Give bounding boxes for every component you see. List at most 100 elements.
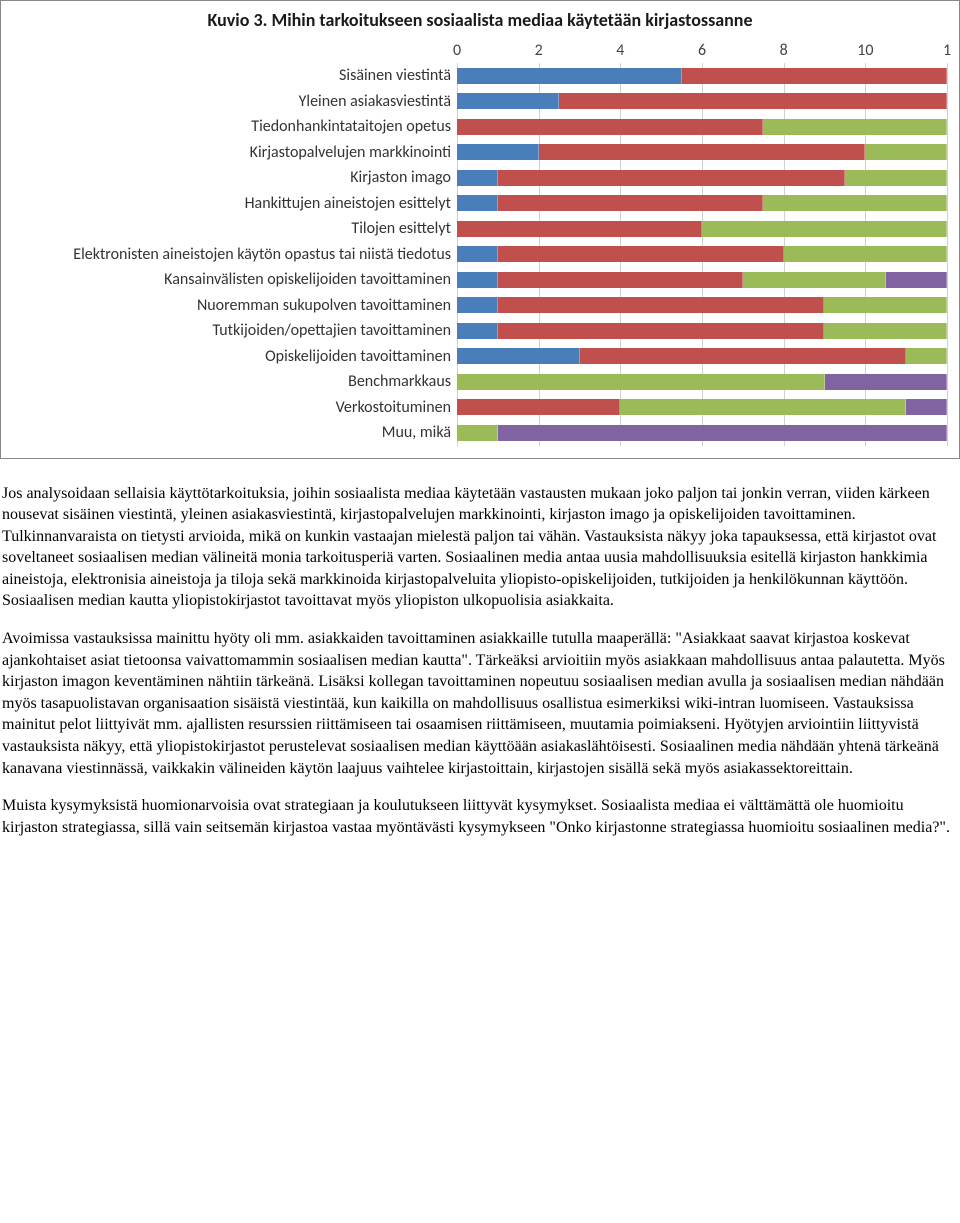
- bar-segment: [457, 246, 498, 262]
- bar-segment: [498, 195, 763, 211]
- category-label: Sisäinen viestintä: [13, 66, 457, 85]
- bar-area: [457, 142, 947, 162]
- bar-segment: [906, 399, 947, 415]
- category-label: Yleinen asiakasviestintä: [13, 92, 457, 111]
- bar-area: [457, 295, 947, 315]
- bar-segment: [784, 246, 947, 262]
- x-tick: 2: [535, 41, 543, 60]
- bar-stack: [457, 93, 947, 109]
- bar-segment: [825, 374, 948, 390]
- category-label: Kansainvälisten opiskelijoiden tavoittam…: [13, 270, 457, 289]
- bar-segment: [457, 93, 559, 109]
- bar-segment: [498, 272, 743, 288]
- bar-segment: [620, 399, 906, 415]
- bar-segment: [498, 170, 845, 186]
- paragraph-2: Avoimissa vastauksissa mainittu hyöty ol…: [2, 628, 958, 779]
- category-label: Elektronisten aineistojen käytön opastus…: [13, 245, 457, 264]
- bar-stack: [457, 323, 947, 339]
- x-axis: 02468101: [457, 41, 947, 63]
- bar-area: [457, 346, 947, 366]
- bar-segment: [865, 144, 947, 160]
- bar-area: [457, 270, 947, 290]
- x-tick: 1: [943, 41, 951, 60]
- bar-area: [457, 66, 947, 86]
- chart-row: Hankittujen aineistojen esittelyt: [13, 191, 947, 217]
- chart-row: Kirjaston imago: [13, 165, 947, 191]
- chart-row: Yleinen asiakasviestintä: [13, 89, 947, 115]
- bar-stack: [457, 221, 947, 237]
- chart-row: Kansainvälisten opiskelijoiden tavoittam…: [13, 267, 947, 293]
- bar-segment: [457, 348, 580, 364]
- bar-segment: [824, 323, 947, 339]
- bar-segment: [457, 323, 498, 339]
- bar-stack: [457, 399, 947, 415]
- x-tick: 4: [616, 41, 624, 60]
- bar-segment: [702, 221, 947, 237]
- bar-segment: [457, 272, 498, 288]
- bar-segment: [824, 297, 947, 313]
- bar-area: [457, 321, 947, 341]
- bar-stack: [457, 297, 947, 313]
- body-text: Jos analysoidaan sellaisia käyttötarkoit…: [0, 483, 960, 839]
- bar-segment: [457, 399, 620, 415]
- bar-stack: [457, 119, 947, 135]
- bar-stack: [457, 374, 947, 390]
- bar-stack: [457, 195, 947, 211]
- bar-segment: [763, 195, 947, 211]
- paragraph-3: Muista kysymyksistä huomionarvoisia ovat…: [2, 795, 958, 838]
- chart-row: Nuoremman sukupolven tavoittaminen: [13, 293, 947, 319]
- bar-segment: [498, 246, 784, 262]
- chart-row: Sisäinen viestintä: [13, 63, 947, 89]
- category-label: Benchmarkkaus: [13, 372, 457, 391]
- paragraph-1: Jos analysoidaan sellaisia käyttötarkoit…: [2, 483, 958, 613]
- chart-row: Tutkijoiden/opettajien tavoittaminen: [13, 318, 947, 344]
- bar-area: [457, 168, 947, 188]
- bar-segment: [498, 323, 825, 339]
- bar-area: [457, 397, 947, 417]
- bar-segment: [457, 68, 682, 84]
- bar-segment: [763, 119, 947, 135]
- category-label: Kirjastopalvelujen markkinointi: [13, 143, 457, 162]
- bar-stack: [457, 144, 947, 160]
- gridline: [947, 63, 948, 446]
- bar-area: [457, 91, 947, 111]
- chart-row: Benchmarkkaus: [13, 369, 947, 395]
- bar-segment: [457, 374, 825, 390]
- bar-area: [457, 423, 947, 443]
- category-label: Verkostoituminen: [13, 398, 457, 417]
- bar-segment: [580, 348, 907, 364]
- category-label: Tilojen esittelyt: [13, 219, 457, 238]
- bar-segment: [682, 68, 947, 84]
- category-label: Hankittujen aineistojen esittelyt: [13, 194, 457, 213]
- bar-segment: [886, 272, 947, 288]
- chart-row: Opiskelijoiden tavoittaminen: [13, 344, 947, 370]
- plot-area: Sisäinen viestintä Yleinen asiakasviestin…: [13, 63, 947, 446]
- x-tick: 6: [698, 41, 706, 60]
- x-tick: 0: [453, 41, 461, 60]
- bar-area: [457, 219, 947, 239]
- chart-row: Elektronisten aineistojen käytön opastus…: [13, 242, 947, 268]
- bar-stack: [457, 272, 947, 288]
- bar-segment: [457, 297, 498, 313]
- bar-segment: [498, 425, 947, 441]
- bar-stack: [457, 68, 947, 84]
- bar-area: [457, 244, 947, 264]
- bar-segment: [498, 297, 825, 313]
- bar-stack: [457, 246, 947, 262]
- bar-segment: [457, 221, 702, 237]
- bar-segment: [743, 272, 886, 288]
- chart-title: Kuvio 3. Mihin tarkoitukseen sosiaalista…: [13, 9, 947, 31]
- category-label: Tiedonhankintataitojen opetus: [13, 117, 457, 136]
- category-label: Muu, mikä: [13, 423, 457, 442]
- bar-area: [457, 117, 947, 137]
- chart-rows: Sisäinen viestintä Yleinen asiakasviestin…: [13, 63, 947, 446]
- bar-segment: [906, 348, 947, 364]
- bar-area: [457, 372, 947, 392]
- bar-segment: [457, 144, 539, 160]
- bar-segment: [559, 93, 947, 109]
- bar-stack: [457, 425, 947, 441]
- category-label: Nuoremman sukupolven tavoittaminen: [13, 296, 457, 315]
- bar-segment: [457, 425, 498, 441]
- chart-row: Tilojen esittelyt: [13, 216, 947, 242]
- bar-area: [457, 193, 947, 213]
